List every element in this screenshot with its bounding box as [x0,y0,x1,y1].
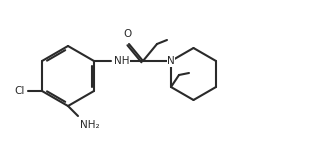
Text: O: O [124,28,132,39]
Text: Cl: Cl [15,86,25,96]
Text: NH: NH [114,56,129,66]
Text: N: N [167,56,175,66]
Text: NH₂: NH₂ [80,120,100,130]
